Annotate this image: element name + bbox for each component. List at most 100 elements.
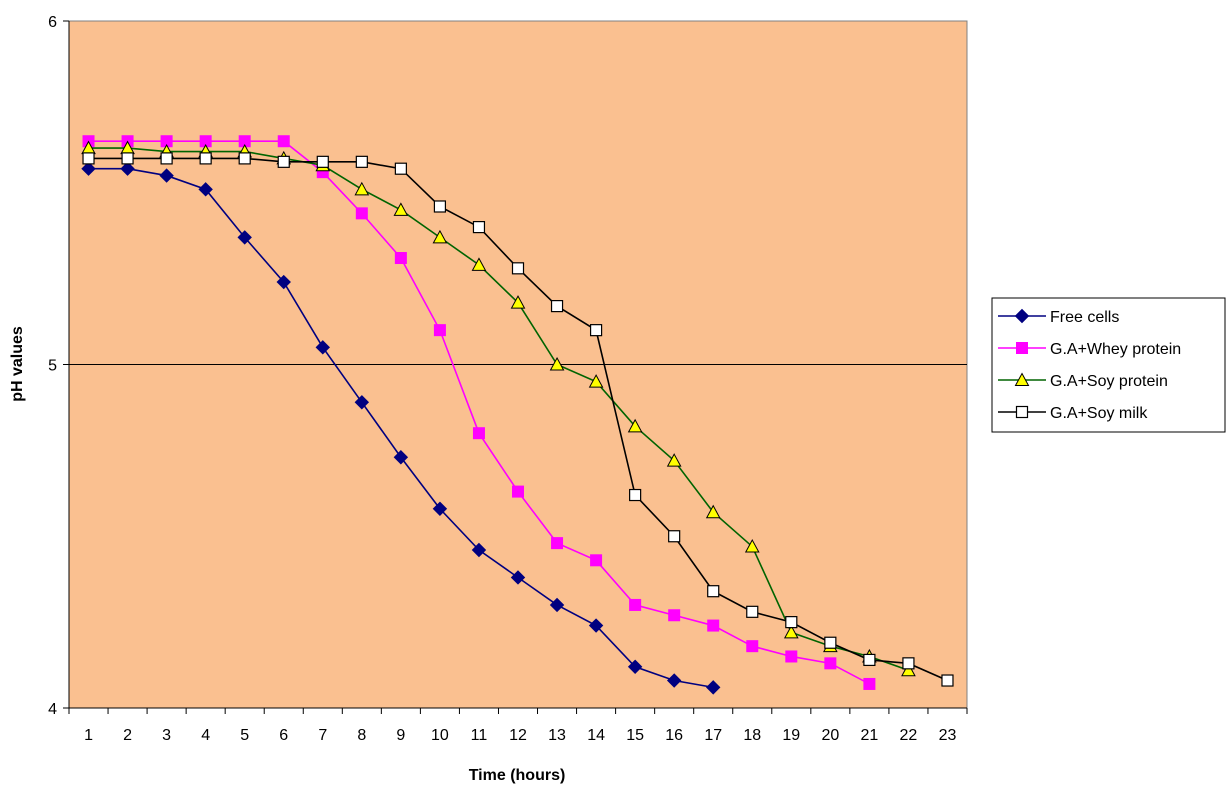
y-tick-label: 4 [48,701,57,718]
data-point-marker [315,340,330,355]
data-point-marker [394,252,407,265]
legend-label: Free cells [1050,309,1119,326]
data-point-marker [590,554,603,567]
data-point-marker [160,152,173,165]
series-1 [81,161,721,695]
data-point-marker [121,152,134,165]
data-point-marker [941,674,954,687]
data-point-marker [629,488,642,502]
data-point-marker [785,650,798,663]
data-point-marker [354,181,370,196]
x-tick-label: 6 [279,727,288,744]
x-tick-label: 19 [782,727,800,744]
data-point-marker [668,530,681,543]
data-point-marker [707,585,720,598]
data-point-marker [511,262,525,275]
legend-label: G.A+Soy protein [1050,373,1168,390]
x-axis-title: Time (hours) [469,767,566,784]
x-tick-label: 16 [665,727,683,744]
x-tick-label: 15 [626,727,644,744]
data-point-marker [432,501,448,516]
data-point-marker [471,257,487,271]
data-point-marker [510,295,526,309]
data-point-marker [237,230,252,245]
data-point-marker [746,640,759,653]
series-layer [81,135,954,695]
data-point-marker [432,229,448,244]
data-point-marker [666,453,682,467]
data-point-marker [316,155,329,168]
data-point-marker [238,152,251,165]
data-point-marker [393,450,409,465]
legend-item: Free cells [998,308,1119,326]
data-point-marker [744,539,760,553]
data-point-marker [1016,342,1028,354]
data-point-marker [588,618,604,633]
data-point-marker [863,677,876,690]
data-point-marker [120,161,135,176]
data-point-marker [863,653,876,667]
x-tick-label: 3 [162,727,171,744]
legend-item: G.A+Soy protein [998,372,1168,390]
data-point-marker [394,162,407,175]
legend-item: G.A+Soy milk [998,405,1148,422]
x-tick-label: 22 [900,727,918,744]
data-point-marker [355,155,368,168]
x-tick-label: 12 [509,727,527,744]
data-point-marker [81,161,96,176]
legend-label: G.A+Soy milk [1050,405,1148,422]
x-tick-label: 4 [201,727,210,744]
data-point-marker [902,657,915,670]
x-tick-label: 8 [357,727,366,744]
series-3 [81,140,916,677]
x-tick-label: 9 [396,727,405,744]
legend-item: G.A+Whey protein [998,341,1181,358]
series-line [88,147,909,671]
data-point-marker [549,597,565,613]
x-tick-label: 5 [240,727,249,744]
data-point-marker [433,200,447,213]
data-point-marker [627,418,643,433]
data-point-marker [589,324,603,337]
data-point-marker [198,182,213,197]
data-point-marker [512,485,524,498]
data-point-marker [199,152,212,165]
data-point-marker [1015,405,1029,419]
data-point-marker [433,324,446,337]
data-point-marker [588,374,604,388]
data-point-marker [551,537,564,550]
data-point-marker [510,570,526,585]
x-tick-label: 14 [587,727,605,744]
data-point-marker [783,624,799,639]
data-point-marker [277,135,290,148]
x-tick-label: 23 [939,727,957,744]
x-tick-label: 10 [431,727,449,744]
data-point-marker [471,542,487,558]
data-point-marker [393,202,409,216]
y-tick-label: 5 [48,358,57,375]
data-point-marker [627,659,643,674]
data-point-marker [785,616,798,629]
data-point-marker [276,274,291,290]
y-axis-title: pH values [9,326,26,402]
y-tick-label: 6 [48,14,57,31]
data-point-marker [550,300,564,313]
x-tick-label: 11 [471,727,488,744]
x-axis: 1 2 3 4 5 6 7 8 9 10 11 12 13 14 15 16 17 18 19 20 21 22 23 [68,707,968,744]
x-tick-label: 20 [821,727,839,744]
data-point-marker [901,662,916,677]
data-point-marker [159,168,174,183]
data-point-marker [666,673,682,688]
x-tick-label: 2 [123,727,132,744]
x-tick-label: 1 [84,727,93,744]
data-point-marker [1014,308,1030,324]
data-point-marker [472,427,485,440]
plot-area [68,20,968,709]
data-point-marker [668,609,681,622]
x-tick-label: 21 [860,727,878,744]
data-point-marker [549,356,565,371]
x-tick-label: 18 [743,727,761,744]
data-point-marker [706,680,721,695]
legend: Free cells G.A+Whey protein G.A+Soy protei… [991,297,1226,433]
